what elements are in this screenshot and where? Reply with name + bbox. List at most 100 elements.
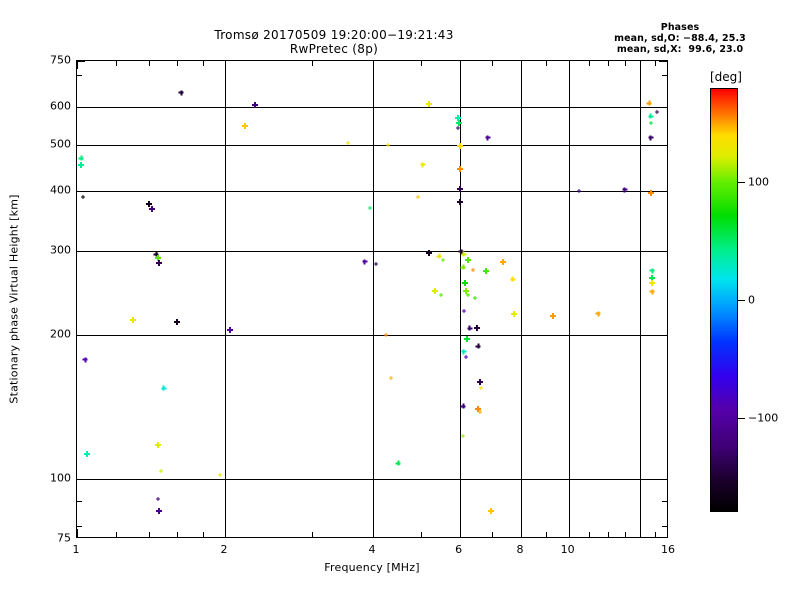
marker-vertical-stroke [156, 441, 159, 448]
data-point-marker [217, 473, 222, 478]
data-point-marker [510, 276, 516, 282]
marker-vertical-stroke [480, 386, 482, 391]
x-tick-label: 2 [220, 543, 228, 556]
y-tick-label: 500 [50, 137, 71, 151]
data-point-marker [78, 155, 84, 161]
gridline-horizontal [77, 145, 667, 146]
data-point-marker [511, 310, 518, 317]
marker-vertical-stroke [462, 403, 465, 409]
marker-horizontal-stroke [477, 411, 482, 413]
marker-vertical-stroke [513, 310, 516, 317]
x-axis-tick [77, 61, 78, 69]
colorbar-tick [738, 300, 745, 301]
marker-horizontal-stroke [438, 294, 443, 296]
marker-horizontal-stroke [461, 253, 467, 255]
data-point-marker [368, 205, 373, 210]
gridline-horizontal [77, 335, 667, 336]
marker-horizontal-stroke [156, 262, 163, 265]
marker-horizontal-stroke [485, 136, 491, 139]
marker-horizontal-stroke [649, 276, 656, 279]
marker-horizontal-stroke [463, 337, 470, 340]
data-point-marker [483, 267, 490, 274]
y-tick-label: 200 [50, 327, 71, 341]
marker-horizontal-stroke [362, 260, 368, 263]
gridline-vertical [373, 61, 374, 537]
x-axis-tick [655, 532, 656, 537]
marker-horizontal-stroke [462, 289, 469, 292]
marker-vertical-stroke [462, 264, 465, 270]
plot-area[interactable] [76, 60, 668, 538]
marker-vertical-stroke [465, 335, 468, 342]
marker-horizontal-stroke [395, 462, 401, 465]
chart-title: Tromsø 20170509 19:20:00−19:21:43 RwPret… [0, 28, 668, 56]
marker-horizontal-stroke [648, 115, 654, 118]
colorbar-gradient [710, 88, 738, 512]
colorbar[interactable] [710, 88, 738, 512]
marker-horizontal-stroke [461, 435, 466, 437]
y-axis-title: Stationary phase Virtual Height [km] [7, 194, 21, 404]
marker-horizontal-stroke [473, 327, 480, 330]
y-axis-tick [659, 145, 667, 146]
phase-stats-x-mode: mean, sd,X: 99.6, 23.0 [616, 44, 744, 55]
x-axis-tick [521, 529, 522, 537]
data-point-marker [436, 253, 442, 259]
marker-vertical-stroke [440, 292, 442, 297]
data-point-marker [654, 109, 659, 114]
data-point-marker [395, 460, 401, 466]
marker-vertical-stroke [428, 100, 431, 107]
colorbar-tick-label: −100 [748, 411, 779, 425]
marker-horizontal-stroke [153, 253, 159, 255]
data-point-marker [174, 319, 181, 326]
x-axis-tick [203, 532, 204, 537]
data-point-marker [161, 385, 167, 391]
phase-stats-heading: Phases [660, 22, 700, 33]
marker-horizontal-stroke [242, 125, 249, 128]
marker-vertical-stroke [438, 253, 441, 259]
data-point-marker [440, 258, 445, 263]
data-point-marker [475, 343, 481, 349]
data-point-marker [485, 135, 491, 141]
y-axis-tick [77, 145, 85, 146]
x-tick-label: 6 [455, 543, 463, 556]
marker-vertical-stroke [648, 100, 651, 106]
marker-vertical-stroke [158, 260, 161, 267]
x-axis-tick [203, 61, 204, 66]
gridline-vertical [225, 61, 226, 537]
y-axis-tick [662, 501, 667, 502]
marker-vertical-stroke [462, 434, 464, 439]
marker-horizontal-stroke [550, 314, 557, 317]
marker-horizontal-stroke [373, 263, 378, 265]
marker-vertical-stroke [176, 319, 179, 326]
marker-horizontal-stroke [217, 474, 222, 476]
data-point-marker [649, 289, 655, 295]
y-axis-tick [659, 251, 667, 252]
marker-vertical-stroke [468, 325, 471, 331]
marker-horizontal-stroke [148, 207, 155, 210]
x-axis-tick [460, 529, 461, 537]
data-point-marker [461, 279, 468, 286]
marker-vertical-stroke [375, 262, 377, 267]
gridline-vertical [640, 61, 641, 537]
marker-vertical-stroke [462, 251, 465, 257]
x-axis-tick [225, 529, 226, 537]
x-axis-tick [625, 532, 626, 537]
marker-vertical-stroke [501, 258, 504, 265]
data-point-marker [471, 268, 476, 273]
data-point-marker [158, 469, 163, 474]
marker-vertical-stroke [465, 355, 467, 360]
data-point-marker [478, 386, 483, 391]
marker-horizontal-stroke [465, 258, 472, 261]
x-axis-tick [640, 532, 641, 537]
marker-horizontal-stroke [473, 297, 478, 299]
data-point-marker [460, 403, 466, 409]
x-axis-tick [608, 61, 609, 66]
x-axis-tick [589, 532, 590, 537]
marker-vertical-stroke [80, 161, 83, 168]
marker-vertical-stroke [434, 287, 437, 294]
marker-vertical-stroke [477, 406, 480, 413]
marker-vertical-stroke [463, 279, 466, 286]
marker-vertical-stroke [463, 308, 465, 313]
x-axis-tick [373, 61, 374, 69]
y-axis-tick [77, 61, 85, 62]
marker-vertical-stroke [155, 251, 158, 257]
